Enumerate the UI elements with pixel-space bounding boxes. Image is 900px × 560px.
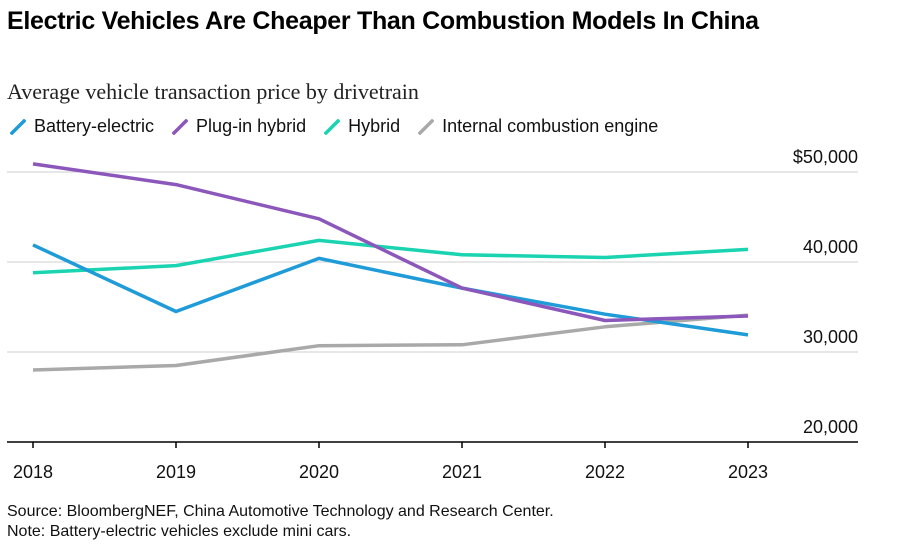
legend-label-plug-in-hybrid: Plug-in hybrid bbox=[196, 116, 307, 136]
legend-item-battery-electric: Battery-electric bbox=[10, 116, 154, 137]
legend: Battery-electric Plug-in hybrid Hybrid I… bbox=[10, 116, 676, 137]
chart-title: Electric Vehicles Are Cheaper Than Combu… bbox=[7, 7, 759, 35]
x-tick-label: 2018 bbox=[13, 462, 53, 482]
series-line-internal-combustion-engine bbox=[32, 313, 749, 372]
footnote: Note: Battery-electric vehicles exclude … bbox=[7, 523, 352, 540]
footer: Source: BloombergNEF, China Automotive T… bbox=[7, 502, 554, 542]
chart-subtitle: Average vehicle transaction price by dri… bbox=[7, 79, 419, 104]
x-tick-label: 2021 bbox=[442, 462, 482, 482]
legend-label-ice: Internal combustion engine bbox=[442, 116, 659, 136]
legend-label-battery-electric: Battery-electric bbox=[34, 116, 155, 136]
source-note: Source: BloombergNEF, China Automotive T… bbox=[7, 503, 554, 520]
legend-item-ice: Internal combustion engine bbox=[418, 116, 658, 137]
legend-swatch-battery-electric-icon bbox=[10, 118, 26, 135]
x-tick-label: 2022 bbox=[585, 462, 625, 482]
gridlines bbox=[7, 171, 858, 353]
x-tick-label: 2023 bbox=[728, 462, 768, 482]
series-line-hybrid bbox=[32, 238, 749, 275]
y-tick-label: 20,000 bbox=[803, 417, 858, 437]
y-tick-label: 30,000 bbox=[803, 327, 858, 347]
x-axis bbox=[7, 441, 858, 448]
y-tick-label: $50,000 bbox=[793, 147, 858, 167]
series-line-battery-electric bbox=[32, 243, 749, 337]
series-lines bbox=[32, 162, 749, 372]
y-tick-labels: $50,000 40,000 30,000 20,000 bbox=[793, 147, 858, 437]
legend-swatch-ice-icon bbox=[418, 118, 435, 135]
legend-swatch-hybrid-icon bbox=[324, 118, 341, 135]
series-line-plug-in-hybrid bbox=[32, 162, 749, 323]
legend-swatch-plug-in-hybrid-icon bbox=[172, 118, 189, 135]
legend-item-plug-in-hybrid: Plug-in hybrid bbox=[172, 116, 306, 137]
x-tick-labels: 2018 2019 2020 2021 2022 2023 bbox=[13, 462, 768, 482]
x-tick-label: 2020 bbox=[299, 462, 339, 482]
legend-label-hybrid: Hybrid bbox=[348, 116, 401, 136]
y-tick-label: 40,000 bbox=[803, 237, 858, 257]
x-tick-label: 2019 bbox=[156, 462, 196, 482]
legend-item-hybrid: Hybrid bbox=[324, 116, 400, 137]
